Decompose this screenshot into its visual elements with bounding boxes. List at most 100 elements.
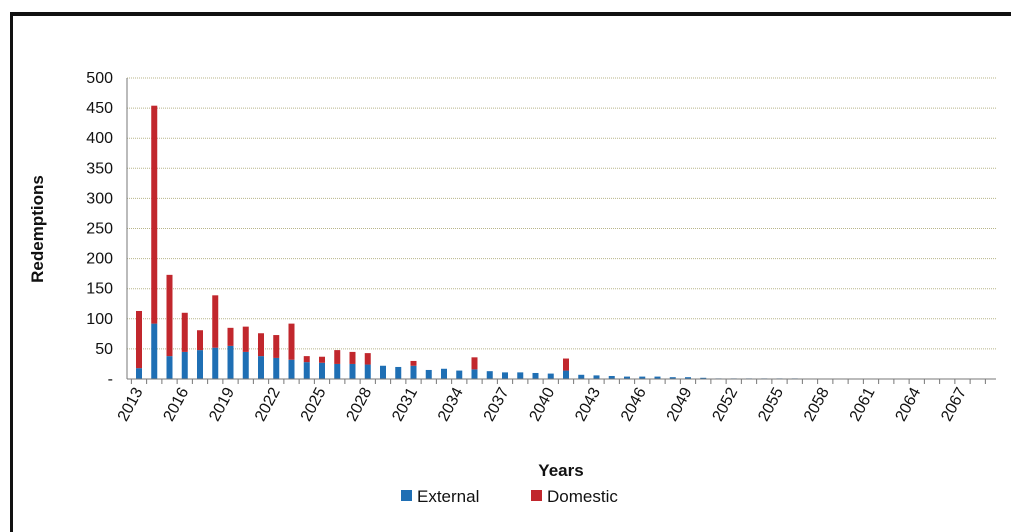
- legend-label-external: External: [417, 487, 479, 506]
- bar-external-2029: [380, 365, 386, 379]
- bar-external-2046: [639, 376, 646, 379]
- y-tick-label: 250: [86, 221, 113, 238]
- bar-domestic-2021: [258, 333, 264, 357]
- x-tick-label: 2043: [572, 385, 604, 424]
- bar-domestic-2014: [151, 105, 158, 324]
- bar-external-2025: [319, 362, 325, 379]
- bar-external-2015: [166, 356, 173, 379]
- bar-external-2050: [700, 377, 707, 379]
- bar-external-2049: [685, 377, 691, 379]
- x-tick-label: 2019: [206, 385, 238, 424]
- x-tick-label: 2034: [435, 385, 467, 424]
- bar-domestic-2035: [471, 357, 478, 370]
- x-tick-labels: 2013 2016 2019 2022 2025 2028 2031 2034 2037 2040…: [115, 385, 970, 424]
- bar-external-2026: [334, 363, 341, 379]
- bar-external-2016: [181, 351, 188, 379]
- bar-external-2030: [395, 366, 402, 379]
- legend: External Domestic: [401, 487, 618, 506]
- bar-domestic-2015: [166, 274, 173, 357]
- x-axis-title: Years: [538, 461, 583, 480]
- bar-domestic-2024: [303, 356, 310, 363]
- bar-external-2037: [502, 372, 508, 379]
- bar-domestic-2017: [197, 330, 203, 351]
- bar-external-2048: [669, 377, 676, 379]
- bar-external-2039: [532, 372, 539, 379]
- bar-domestic-2027: [349, 351, 356, 364]
- x-tick-label: 2058: [801, 385, 833, 424]
- bar-external-2028: [364, 364, 371, 379]
- bar-external-2044: [608, 375, 615, 379]
- bar-external-2041: [563, 370, 569, 379]
- x-tick-label: 2049: [664, 385, 696, 424]
- x-tick-label: 2061: [847, 385, 879, 424]
- bar-domestic-2018: [212, 295, 219, 348]
- y-tick-label: 400: [86, 130, 113, 147]
- bar-external-2024: [303, 362, 310, 379]
- legend-label-domestic: Domestic: [547, 487, 618, 506]
- x-tick-label: 2040: [527, 385, 559, 424]
- bar-external-2021: [258, 356, 264, 379]
- y-tick-label: 100: [86, 311, 113, 328]
- x-tick-label: 2055: [755, 385, 787, 424]
- bar-external-2042: [578, 374, 585, 379]
- bar-external-2017: [197, 350, 203, 379]
- bar-domestic-2019: [227, 327, 234, 346]
- chart-frame: -50 100 150 200 250 300 350 400 450 500 2013 2016 2…: [10, 12, 1011, 532]
- y-tick-label: 450: [86, 100, 113, 117]
- bar-external-2027: [349, 363, 356, 379]
- bar-external-2014: [151, 323, 158, 379]
- bar-external-2043: [593, 375, 600, 379]
- bar-external-2033: [441, 368, 447, 379]
- bar-domestic-2028: [364, 353, 371, 365]
- x-tick-label: 2037: [481, 385, 513, 424]
- bar-external-2031: [410, 365, 417, 379]
- bar-external-2019: [227, 345, 234, 379]
- x-tick-label: 2067: [938, 385, 970, 424]
- bar-domestic-2020: [242, 326, 249, 352]
- y-tick-label: 300: [86, 190, 113, 207]
- bar-external-2038: [517, 372, 524, 379]
- gridlines: [127, 77, 996, 350]
- y-tick-label: 50: [95, 341, 113, 358]
- bar-domestic-2013: [136, 310, 142, 369]
- bar-external-2032: [425, 369, 432, 379]
- bar-external-2045: [624, 376, 630, 379]
- x-tick-label: 2025: [298, 385, 330, 424]
- x-tick-label: 2052: [710, 385, 742, 424]
- x-tick-label: 2013: [115, 385, 147, 424]
- bar-domestic-2016: [181, 312, 188, 352]
- axes: [126, 78, 996, 384]
- x-tick-label: 2064: [893, 385, 925, 424]
- x-tick-label: 2028: [344, 385, 376, 424]
- bar-domestic-2022: [273, 335, 280, 358]
- x-tick-label: 2031: [389, 385, 421, 424]
- y-tick-label: 500: [86, 70, 113, 87]
- bar-domestic-2031: [410, 360, 417, 366]
- y-tick-label: 350: [86, 160, 113, 177]
- bar-external-2022: [273, 357, 280, 379]
- bar-external-2035: [471, 369, 478, 379]
- legend-swatch-domestic: [531, 490, 542, 501]
- bar-external-2047: [654, 376, 661, 379]
- bar-domestic-2041: [563, 358, 569, 371]
- y-tick-label: 150: [86, 281, 113, 298]
- bar-external-2023: [288, 359, 295, 379]
- y-tick-label: -: [108, 371, 113, 388]
- bar-external-2018: [212, 347, 219, 379]
- bar-domestic-2026: [334, 350, 341, 364]
- legend-swatch-external: [401, 490, 412, 501]
- bar-external-2013: [136, 368, 142, 379]
- x-tick-label: 2022: [252, 385, 284, 424]
- bar-domestic-2025: [319, 356, 325, 363]
- y-tick-labels: - 50 100 150 200 250 300 350 400 450 500: [86, 70, 113, 388]
- bar-domestic-2023: [288, 323, 295, 360]
- x-tick-label: 2046: [618, 385, 650, 424]
- bar-external-2020: [242, 351, 249, 379]
- y-axis-title: Redemptions: [28, 175, 47, 283]
- y-tick-label: 200: [86, 251, 113, 268]
- bar-external-2036: [486, 371, 493, 379]
- bar-external-2040: [547, 373, 554, 379]
- bars-group: [136, 105, 798, 379]
- x-tick-label: 2016: [161, 385, 193, 424]
